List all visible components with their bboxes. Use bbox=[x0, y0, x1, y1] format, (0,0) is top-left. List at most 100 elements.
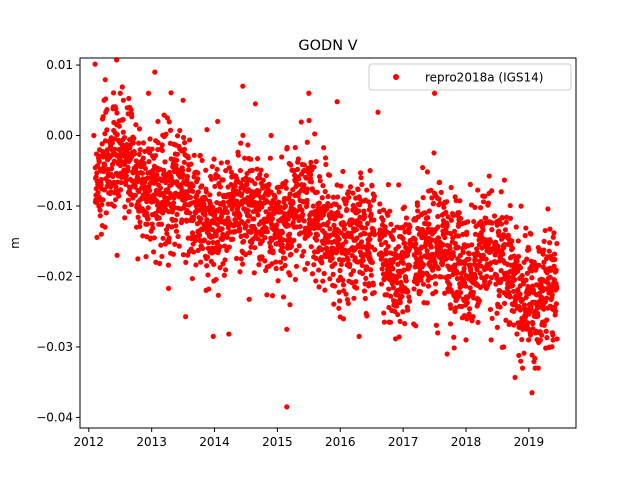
data-point bbox=[113, 106, 119, 112]
data-point bbox=[102, 162, 108, 168]
data-point bbox=[175, 233, 181, 240]
data-point bbox=[94, 234, 100, 240]
data-point bbox=[499, 215, 506, 221]
data-point bbox=[204, 217, 210, 223]
data-point bbox=[183, 314, 189, 320]
data-point bbox=[532, 355, 538, 361]
data-point bbox=[181, 146, 188, 152]
data-point bbox=[446, 274, 452, 280]
data-point bbox=[100, 149, 106, 155]
data-point bbox=[179, 217, 185, 223]
data-point bbox=[325, 220, 331, 226]
data-point bbox=[406, 246, 412, 252]
data-point bbox=[120, 129, 126, 135]
data-point bbox=[247, 250, 253, 256]
data-point bbox=[464, 229, 470, 235]
data-point bbox=[252, 181, 258, 187]
data-point bbox=[466, 256, 472, 262]
data-point bbox=[505, 232, 511, 238]
data-point bbox=[174, 211, 180, 217]
data-point bbox=[342, 221, 348, 228]
data-point bbox=[255, 212, 261, 218]
data-point bbox=[551, 263, 557, 269]
data-point bbox=[411, 286, 417, 292]
data-point bbox=[526, 246, 532, 253]
data-point bbox=[135, 256, 141, 262]
data-point bbox=[220, 177, 226, 183]
data-point bbox=[257, 171, 263, 178]
data-point bbox=[118, 180, 124, 186]
data-point bbox=[509, 245, 516, 251]
data-point bbox=[359, 262, 365, 268]
data-point bbox=[125, 164, 131, 170]
data-point bbox=[553, 308, 559, 314]
data-point bbox=[131, 135, 137, 142]
y-tick-label: 0.01 bbox=[46, 58, 73, 72]
data-point bbox=[248, 229, 254, 236]
data-point bbox=[526, 337, 532, 343]
data-point bbox=[519, 365, 526, 371]
data-point bbox=[237, 212, 243, 219]
data-point bbox=[282, 203, 289, 209]
data-point bbox=[463, 337, 469, 343]
data-point bbox=[385, 182, 391, 188]
data-point bbox=[180, 97, 186, 103]
data-point bbox=[448, 184, 454, 191]
data-point bbox=[224, 234, 230, 240]
data-point bbox=[413, 241, 419, 247]
data-point bbox=[501, 177, 507, 183]
data-point bbox=[331, 301, 337, 307]
data-point bbox=[546, 248, 552, 254]
data-point bbox=[214, 221, 220, 227]
data-point bbox=[145, 216, 151, 222]
data-point bbox=[210, 239, 216, 246]
data-point bbox=[295, 156, 301, 162]
data-point bbox=[438, 274, 444, 280]
data-point bbox=[478, 263, 484, 269]
data-point bbox=[435, 224, 441, 230]
data-point bbox=[164, 115, 170, 121]
data-point bbox=[190, 214, 197, 220]
data-point bbox=[226, 244, 232, 250]
data-point bbox=[251, 270, 257, 276]
data-point bbox=[314, 189, 320, 195]
data-point bbox=[244, 181, 250, 188]
data-point bbox=[385, 212, 391, 218]
y-axis-ticks: 0.01 0.00 −0.01 −0.02 −0.03 −0.04 bbox=[36, 58, 80, 424]
data-point bbox=[140, 155, 146, 161]
data-point bbox=[388, 293, 394, 299]
data-point bbox=[353, 285, 360, 291]
data-point bbox=[120, 97, 126, 103]
data-point bbox=[414, 202, 421, 208]
data-point bbox=[366, 281, 372, 287]
y-tick-label: −0.04 bbox=[36, 410, 73, 424]
data-point bbox=[486, 173, 492, 179]
data-point bbox=[133, 122, 139, 128]
y-tick-label: −0.02 bbox=[36, 269, 73, 283]
data-point bbox=[496, 232, 502, 238]
data-point bbox=[523, 225, 529, 231]
data-point bbox=[104, 106, 110, 113]
data-point bbox=[135, 214, 141, 220]
data-point bbox=[400, 309, 406, 315]
data-point bbox=[422, 210, 428, 216]
data-point bbox=[92, 61, 98, 67]
data-point bbox=[325, 193, 331, 200]
data-point bbox=[550, 234, 556, 240]
data-point bbox=[438, 189, 444, 195]
data-point bbox=[185, 167, 192, 173]
data-point bbox=[380, 207, 387, 213]
data-point bbox=[320, 183, 326, 189]
data-point bbox=[467, 181, 473, 187]
data-point bbox=[215, 118, 221, 125]
x-tick-label: 2013 bbox=[136, 435, 167, 449]
data-point bbox=[284, 326, 290, 332]
data-point bbox=[322, 188, 328, 195]
data-point bbox=[184, 173, 191, 179]
data-point bbox=[232, 183, 238, 189]
data-point bbox=[139, 170, 146, 176]
data-point bbox=[424, 169, 431, 175]
data-point bbox=[273, 259, 279, 265]
data-point bbox=[332, 261, 338, 267]
data-point bbox=[215, 292, 221, 298]
